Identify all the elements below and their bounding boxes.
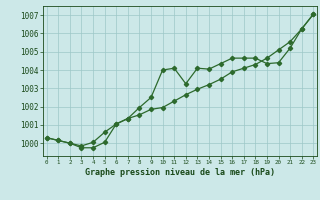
X-axis label: Graphe pression niveau de la mer (hPa): Graphe pression niveau de la mer (hPa) (85, 168, 275, 177)
